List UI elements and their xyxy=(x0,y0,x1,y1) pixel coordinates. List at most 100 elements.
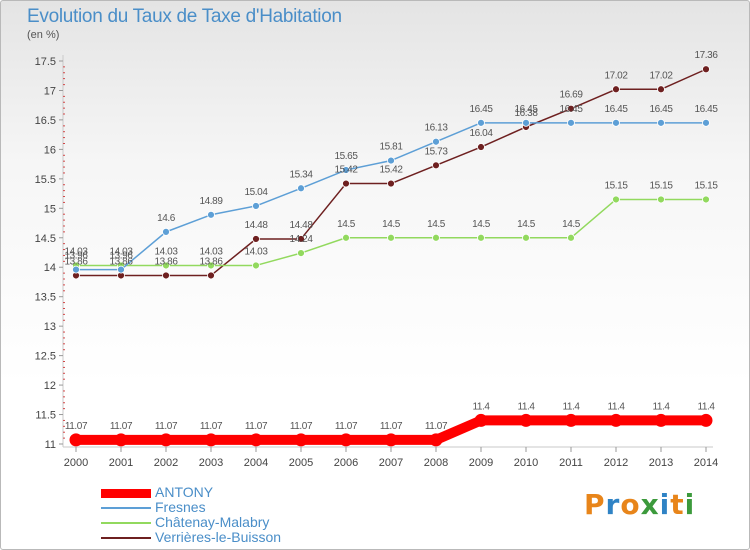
x-tick-label: 2013 xyxy=(649,457,673,469)
data-label-fresnes: 14.89 xyxy=(199,196,223,207)
y-tick-label: 11.5 xyxy=(35,410,56,422)
data-label-chatenay-malabry: 14.5 xyxy=(427,219,446,230)
proxiti-logo: Proxiti xyxy=(584,488,696,521)
data-label-verrieres-le-buisson: 13.86 xyxy=(199,256,223,267)
unit-label: (en %) xyxy=(27,29,60,41)
data-label-chatenay-malabry: 14.03 xyxy=(199,246,223,257)
data-point-verrieres-le-buisson xyxy=(162,271,170,280)
legend-swatch xyxy=(101,507,151,509)
legend-swatch xyxy=(101,537,151,539)
data-label-antony: 11.4 xyxy=(607,401,625,412)
data-label-verrieres-le-buisson: 15.42 xyxy=(334,165,358,176)
data-point-antony xyxy=(699,413,713,427)
data-point-antony xyxy=(294,433,308,447)
data-point-chatenay-malabry xyxy=(207,261,215,270)
data-point-antony xyxy=(249,433,263,447)
y-tick-label: 16.5 xyxy=(35,115,56,127)
data-point-antony xyxy=(339,433,353,447)
legend-label: Châtenay-Malabry xyxy=(155,514,270,530)
data-point-antony xyxy=(114,433,128,447)
data-label-antony: 11.07 xyxy=(65,421,88,432)
data-point-fresnes xyxy=(612,118,620,127)
y-tick-label: 12.5 xyxy=(35,351,56,363)
x-tick-label: 2009 xyxy=(469,457,493,469)
data-point-chatenay-malabry xyxy=(387,233,395,242)
data-point-fresnes xyxy=(162,227,170,236)
data-label-chatenay-malabry: 15.15 xyxy=(649,180,673,191)
data-point-antony xyxy=(564,413,578,427)
data-point-verrieres-le-buisson xyxy=(567,104,575,113)
data-point-antony xyxy=(474,413,488,427)
data-point-chatenay-malabry xyxy=(657,195,665,204)
data-label-fresnes: 16.45 xyxy=(559,104,583,115)
y-tick-label: 12 xyxy=(44,380,56,392)
data-label-fresnes: 15.65 xyxy=(334,151,358,162)
data-point-chatenay-malabry xyxy=(252,261,260,270)
x-tick-label: 2002 xyxy=(154,457,178,469)
data-label-fresnes: 16.45 xyxy=(649,104,673,115)
x-tick-label: 2005 xyxy=(289,457,313,469)
data-point-verrieres-le-buisson xyxy=(477,143,485,151)
data-point-antony xyxy=(654,413,668,427)
data-point-verrieres-le-buisson xyxy=(387,179,395,188)
data-point-verrieres-le-buisson xyxy=(342,179,350,188)
data-point-verrieres-le-buisson xyxy=(432,161,440,170)
data-label-verrieres-le-buisson: 16.69 xyxy=(559,90,583,101)
data-label-chatenay-malabry: 14.03 xyxy=(154,246,178,257)
y-tick-label: 17 xyxy=(44,85,56,97)
data-label-verrieres-le-buisson: 17.02 xyxy=(649,70,673,81)
data-label-antony: 11.4 xyxy=(562,401,580,412)
data-point-verrieres-le-buisson xyxy=(612,85,620,94)
x-tick-label: 2008 xyxy=(424,457,448,469)
data-label-antony: 11.07 xyxy=(245,421,268,432)
data-point-chatenay-malabry xyxy=(612,195,620,204)
y-tick-label: 15 xyxy=(44,203,56,215)
data-point-fresnes xyxy=(297,184,305,193)
legend-label: ANTONY xyxy=(155,484,214,500)
data-point-fresnes xyxy=(387,156,395,165)
y-tick-label: 16 xyxy=(44,144,56,156)
data-label-fresnes: 15.34 xyxy=(289,169,313,180)
x-tick-label: 2000 xyxy=(64,457,88,469)
data-point-antony xyxy=(429,433,443,447)
data-label-verrieres-le-buisson: 13.86 xyxy=(109,256,133,267)
data-label-chatenay-malabry: 14.03 xyxy=(109,246,133,257)
data-point-fresnes xyxy=(207,210,215,219)
x-tick-label: 2006 xyxy=(334,457,358,469)
data-point-fresnes xyxy=(117,265,125,274)
y-tick-label: 11 xyxy=(45,439,56,451)
x-tick-label: 2007 xyxy=(379,457,403,469)
data-label-chatenay-malabry: 14.5 xyxy=(337,219,356,230)
data-point-verrieres-le-buisson xyxy=(207,271,215,280)
data-point-antony xyxy=(69,433,83,447)
data-label-verrieres-le-buisson: 16.04 xyxy=(469,128,493,139)
data-label-verrieres-le-buisson: 15.73 xyxy=(424,146,448,157)
data-label-verrieres-le-buisson: 14.48 xyxy=(244,220,268,231)
data-label-antony: 11.07 xyxy=(335,421,358,432)
x-tick-label: 2014 xyxy=(694,457,718,469)
y-tick-label: 15.5 xyxy=(35,174,56,186)
data-point-antony xyxy=(204,433,218,447)
data-label-verrieres-le-buisson: 15.42 xyxy=(379,165,403,176)
data-point-antony xyxy=(609,413,623,427)
data-label-antony: 11.07 xyxy=(380,421,403,432)
data-label-chatenay-malabry: 14.5 xyxy=(562,219,581,230)
data-point-fresnes xyxy=(432,137,440,146)
data-label-chatenay-malabry: 14.5 xyxy=(517,219,536,230)
data-point-antony xyxy=(384,433,398,447)
data-point-verrieres-le-buisson xyxy=(297,235,305,243)
y-tick-label: 13 xyxy=(44,321,56,333)
y-tick-label: 13.5 xyxy=(35,292,56,304)
legend-label: Fresnes xyxy=(155,499,206,515)
data-point-chatenay-malabry xyxy=(567,233,575,242)
data-point-chatenay-malabry xyxy=(432,233,440,242)
data-point-chatenay-malabry xyxy=(522,233,530,242)
data-label-antony: 11.4 xyxy=(652,401,670,412)
legend-label: Verrières-le-Buisson xyxy=(155,529,282,545)
data-label-chatenay-malabry: 14.03 xyxy=(64,246,88,257)
data-label-verrieres-le-buisson: 16.38 xyxy=(514,108,538,119)
data-label-verrieres-le-buisson: 17.36 xyxy=(694,50,718,61)
data-label-verrieres-le-buisson: 13.86 xyxy=(64,256,88,267)
